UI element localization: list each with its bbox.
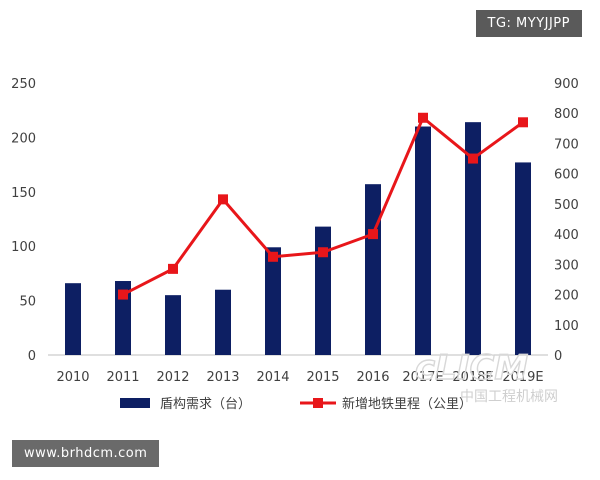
x-tick-label: 2015 (306, 370, 339, 385)
x-tick-label: 2016 (356, 370, 389, 385)
right-tick-label: 900 (554, 77, 579, 92)
left-tick-label: 100 (11, 240, 36, 255)
line-point (318, 247, 328, 258)
right-tick-label: 100 (554, 319, 579, 334)
bar (165, 295, 181, 355)
right-tick-label: 0 (554, 349, 562, 364)
legend-line-label: 新增地铁里程（公里） (342, 396, 472, 412)
left-tick-label: 150 (11, 186, 36, 201)
legend: 盾构需求（台） 新增地铁里程（公里） (120, 396, 472, 412)
left-tick-label: 250 (11, 77, 36, 92)
bar (315, 226, 331, 355)
right-tick-label: 700 (554, 137, 579, 152)
right-tick-label: 600 (554, 168, 579, 183)
x-tick-label: 2011 (106, 370, 139, 385)
right-tick-label: 200 (554, 289, 579, 304)
bar (65, 283, 81, 355)
line-point (218, 194, 228, 205)
x-tick-label: 2012 (156, 370, 189, 385)
x-axis-ticks: 2010 2011 2012 2013 2014 2015 2016 2017E 2018E 20… (56, 370, 543, 385)
left-tick-label: 200 (11, 131, 36, 146)
tg-tag: TG: MYYJJPP (475, 10, 582, 37)
website-tag: www.brhdcm.com (12, 440, 160, 467)
line-point (518, 117, 528, 128)
bar (365, 184, 381, 355)
legend-bar-label: 盾构需求（台） (160, 397, 251, 412)
line-point (468, 153, 478, 164)
right-axis-ticks: 0 100 200 300 400 500 600 700 800 900 (554, 77, 579, 364)
line-point (118, 289, 128, 300)
bar (265, 247, 281, 355)
line-point (418, 112, 428, 123)
line-point (368, 229, 378, 240)
bar-series (65, 122, 531, 356)
x-tick-label: 2010 (56, 370, 89, 385)
bar (215, 289, 231, 355)
x-tick-label: 2014 (256, 370, 289, 385)
left-tick-label: 0 (28, 349, 36, 364)
bar (415, 126, 431, 356)
x-tick-label: 2013 (206, 370, 239, 385)
left-tick-label: 50 (19, 295, 36, 310)
legend-bar-swatch (120, 398, 150, 408)
line-point (168, 263, 178, 274)
right-tick-label: 500 (554, 198, 579, 213)
line-point (268, 251, 278, 262)
right-tick-label: 300 (554, 258, 579, 273)
x-tick-label: 2018E (452, 370, 493, 385)
right-tick-label: 400 (554, 228, 579, 243)
x-tick-label: 2019E (502, 370, 543, 385)
legend-line-marker (313, 398, 323, 408)
left-axis-ticks: 0 50 100 150 200 250 (11, 77, 36, 364)
right-tick-label: 800 (554, 107, 579, 122)
line-series (118, 112, 528, 300)
x-tick-label: 2017E (402, 370, 443, 385)
bar (515, 162, 531, 355)
bar (465, 122, 481, 355)
